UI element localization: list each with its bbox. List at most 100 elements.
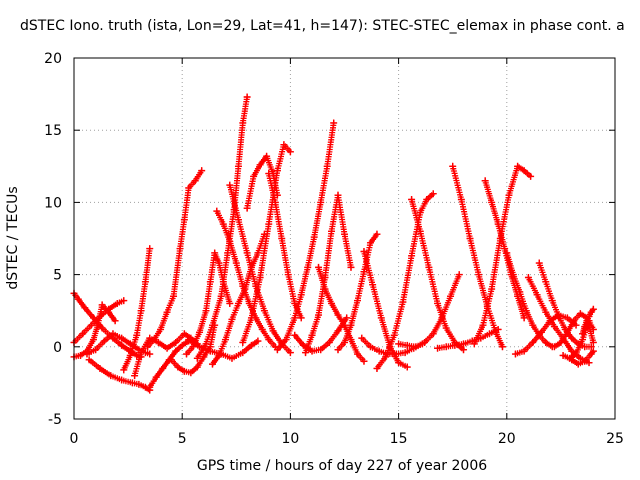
data-point <box>263 152 271 160</box>
data-point <box>228 315 236 323</box>
data-series <box>334 230 381 354</box>
data-point <box>529 321 537 329</box>
data-point <box>347 263 355 271</box>
data-point <box>412 343 420 351</box>
data-point <box>585 312 593 320</box>
data-point <box>265 220 273 228</box>
data-point <box>579 330 587 338</box>
data-point <box>589 305 597 313</box>
data-point <box>146 350 154 358</box>
data-point <box>315 263 323 271</box>
data-point <box>113 299 121 307</box>
data-series <box>273 119 338 354</box>
data-point <box>304 263 312 271</box>
data-point <box>511 350 519 358</box>
data-point <box>524 273 532 281</box>
data-point <box>423 196 431 204</box>
data-point <box>334 311 342 319</box>
data-point <box>150 336 158 344</box>
data-point <box>492 328 500 336</box>
data-point <box>466 235 474 242</box>
data-point <box>442 324 450 332</box>
y-tick-label: 0 <box>53 340 62 356</box>
data-point <box>382 353 390 361</box>
data-point <box>193 354 201 362</box>
data-point <box>481 177 489 185</box>
data-point <box>131 372 139 380</box>
x-tick-label: 25 <box>606 431 624 447</box>
data-series <box>550 310 597 351</box>
data-point <box>157 325 165 333</box>
data-point <box>176 245 184 253</box>
series-markers <box>144 167 205 350</box>
data-point <box>239 338 247 346</box>
data-point <box>135 380 143 388</box>
data-point <box>360 268 368 276</box>
data-point <box>548 297 556 305</box>
data-point <box>323 162 331 170</box>
data-point <box>273 167 281 175</box>
y-axis-label: dSTEC / TECUs <box>5 186 21 290</box>
data-point <box>284 271 292 279</box>
data-point <box>198 167 206 175</box>
data-point <box>375 347 383 355</box>
data-point <box>154 338 162 346</box>
data-point <box>485 330 493 338</box>
data-point <box>297 314 305 322</box>
data-point <box>256 273 264 281</box>
data-point <box>360 247 368 255</box>
data-point <box>96 312 104 320</box>
series-markers <box>525 274 592 366</box>
data-point <box>302 349 310 357</box>
data-point <box>226 181 234 189</box>
data-point <box>537 328 545 336</box>
data-point <box>299 341 307 349</box>
data-point <box>180 367 188 375</box>
data-point <box>291 331 299 339</box>
data-series <box>373 190 437 372</box>
data-point <box>434 344 442 352</box>
data-point <box>535 259 543 267</box>
data-point <box>239 349 247 357</box>
data-point <box>334 346 342 354</box>
data-point <box>550 343 558 351</box>
data-point <box>589 338 597 346</box>
data-series <box>470 162 535 348</box>
data-point <box>563 314 571 322</box>
data-point <box>226 299 234 307</box>
data-point <box>470 340 478 348</box>
data-series <box>85 356 154 394</box>
data-point <box>520 167 528 175</box>
data-point <box>185 184 193 192</box>
data-point <box>76 351 84 359</box>
data-point <box>568 347 576 355</box>
data-point <box>488 198 496 206</box>
data-point <box>570 317 578 325</box>
data-point <box>421 338 429 346</box>
data-point <box>215 259 223 267</box>
data-point <box>89 336 97 344</box>
data-point <box>416 227 424 235</box>
data-point <box>92 346 100 354</box>
data-point <box>334 191 342 199</box>
data-point <box>234 216 242 224</box>
data-point <box>239 282 247 290</box>
data-point <box>221 336 229 344</box>
data-point <box>317 198 325 206</box>
data-point <box>141 278 149 286</box>
data-point <box>360 357 368 365</box>
data-point <box>196 328 204 336</box>
data-point <box>429 330 437 338</box>
x-tick-label: 20 <box>498 431 516 447</box>
data-point <box>202 307 210 315</box>
data-point <box>120 297 128 305</box>
x-tick-label: 15 <box>390 431 408 447</box>
data-series <box>265 170 305 322</box>
data-point <box>581 357 589 365</box>
data-point <box>105 305 113 313</box>
data-point <box>87 321 95 329</box>
data-point <box>589 347 597 355</box>
data-point <box>137 307 145 315</box>
data-point <box>163 344 171 352</box>
data-point <box>79 330 87 338</box>
